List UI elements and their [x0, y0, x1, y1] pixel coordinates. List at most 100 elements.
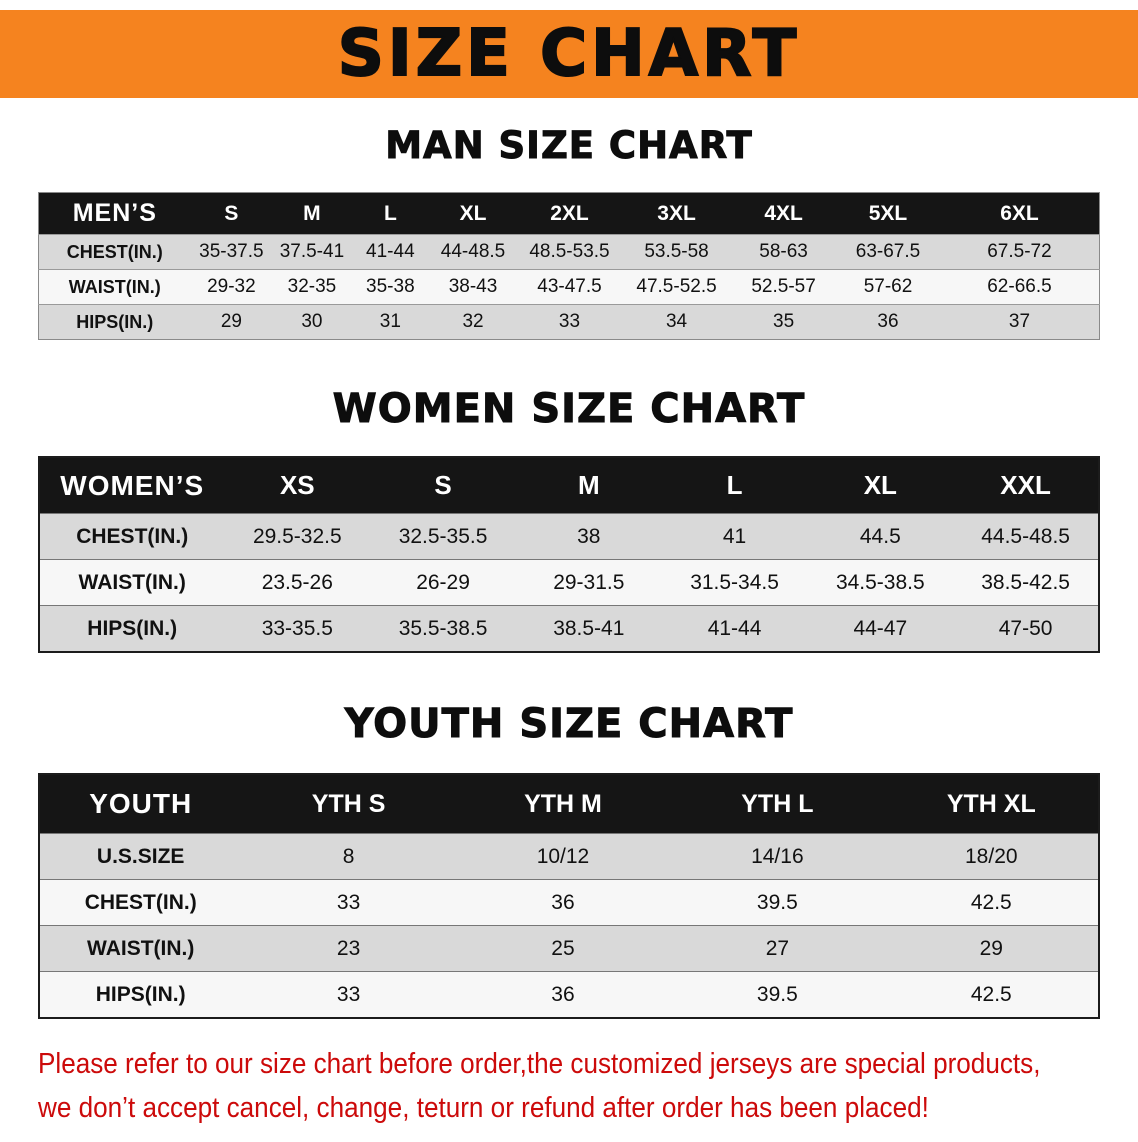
- table-title-cell: YOUTH: [39, 774, 242, 834]
- value-cell: 29-32: [207, 276, 256, 297]
- value-cell: 10/12: [536, 844, 590, 868]
- value-cell: 14/16: [751, 844, 804, 868]
- value-cell: 32: [462, 311, 484, 332]
- value-cell: 44.5: [859, 524, 901, 548]
- value-cell: 47-50: [998, 616, 1053, 640]
- value-cell: 37.5-41: [279, 241, 345, 262]
- row-label-cell: WAIST(IN.): [78, 570, 186, 594]
- value-cell: 26-29: [416, 570, 470, 594]
- youth-section-heading: YOUTH SIZE CHART: [344, 701, 794, 748]
- size-column-header: YTH L: [670, 774, 885, 834]
- value-cell: 36: [551, 890, 575, 914]
- size-column-header: S: [190, 192, 273, 235]
- value-cell: 52.5-57: [751, 276, 816, 297]
- size-column-header: 4XL: [731, 192, 837, 235]
- value-cell: 43-47.5: [537, 276, 602, 297]
- value-cell: 25: [551, 936, 575, 960]
- value-cell: 34.5-38.5: [835, 570, 925, 594]
- value-cell: 27: [765, 936, 790, 960]
- value-cell: 33: [336, 982, 361, 1006]
- row-label-cell: HIPS(IN.): [95, 982, 186, 1006]
- size-column-header: XXL: [953, 457, 1099, 514]
- row-label-cell: HIPS(IN.): [76, 311, 154, 332]
- men-section: MAN SIZE CHART MEN’S S M L XL 2XL 3XL 4XL 5XL 6XL…: [0, 124, 1138, 340]
- measurement-row: CHEST(IN.) 33 36 39.5 42.5: [39, 879, 1099, 926]
- size-column-header: 5XL: [836, 192, 940, 235]
- header-row: WOMEN’S XS S M L XL XXL: [39, 457, 1099, 514]
- value-cell: 41-44: [707, 616, 762, 640]
- value-cell: 35-38: [366, 276, 415, 297]
- value-cell: 63-67.5: [855, 241, 921, 262]
- value-cell: 39.5: [756, 890, 798, 914]
- value-cell: 33-35.5: [261, 616, 333, 640]
- value-cell: 38.5-41: [553, 616, 625, 640]
- value-cell: 62-66.5: [987, 276, 1052, 297]
- value-cell: 42.5: [970, 890, 1012, 914]
- row-label-cell: CHEST(IN.): [66, 241, 163, 262]
- value-cell: 32-35: [287, 276, 337, 297]
- size-column-header: M: [515, 457, 662, 514]
- row-label-cell: U.S.SIZE: [96, 844, 185, 868]
- size-column-header: L: [661, 457, 808, 514]
- table-title-cell: MEN’S: [38, 192, 191, 235]
- measurement-row: WAIST(IN.) 23 25 27 29: [39, 925, 1099, 972]
- row-label-cell: CHEST(IN.): [84, 890, 197, 914]
- banner: SIZE CHART: [0, 10, 1138, 98]
- measurement-row: CHEST(IN.) 29.5-32.5 32.5-35.5 38 41 44.5 44.5…: [39, 513, 1099, 560]
- value-cell: 29: [220, 311, 242, 332]
- value-cell: 38-43: [448, 276, 498, 297]
- value-cell: 30: [301, 311, 323, 332]
- measurement-row: CHEST(IN.) 35-37.5 37.5-41 41-44 44-48.5 48.5…: [38, 234, 1100, 270]
- size-column-header: M: [272, 192, 352, 235]
- value-cell: 29-31.5: [553, 570, 625, 594]
- value-cell: 35: [773, 311, 795, 332]
- measurement-row: HIPS(IN.) 33 36 39.5 42.5: [39, 971, 1099, 1018]
- size-column-header: L: [351, 192, 430, 235]
- value-cell: 32.5-35.5: [398, 524, 488, 548]
- size-chart-page: SIZE CHART MAN SIZE CHART MEN’S S M L XL 2XL 3…: [0, 10, 1138, 1130]
- value-cell: 44-48.5: [440, 241, 506, 262]
- value-cell: 34: [665, 311, 688, 332]
- table-title-cell: WOMEN’S: [39, 457, 225, 514]
- value-cell: 18/20: [965, 844, 1018, 868]
- value-cell: 31: [379, 311, 401, 332]
- value-cell: 29: [979, 936, 1003, 960]
- header-row: MEN’S S M L XL 2XL 3XL 4XL 5XL 6XL: [38, 192, 1100, 235]
- size-column-header: XS: [224, 457, 371, 514]
- women-section-heading: WOMEN SIZE CHART: [332, 386, 806, 433]
- row-label-cell: WAIST(IN.): [68, 276, 161, 297]
- men-size-table: MEN’S S M L XL 2XL 3XL 4XL 5XL 6XL CHEST(IN.) 35-37…: [38, 192, 1100, 340]
- value-cell: 37: [1008, 311, 1031, 332]
- row-label-cell: HIPS(IN.): [87, 616, 178, 640]
- size-column-header: XL: [807, 457, 954, 514]
- youth-section: YOUTH SIZE CHART YOUTH YTH S YTH M YTH L YTH…: [0, 701, 1138, 1019]
- value-cell: 57-62: [863, 276, 913, 297]
- measurement-row: WAIST(IN.) 29-32 32-35 35-38 38-43 43-47.5 47.…: [38, 269, 1100, 305]
- size-column-header: XL: [429, 192, 518, 235]
- row-label-cell: CHEST(IN.): [76, 524, 189, 548]
- page-title: SIZE CHART: [337, 16, 801, 92]
- value-cell: 67.5-72: [987, 241, 1052, 262]
- size-column-header: YTH XL: [884, 774, 1099, 834]
- value-cell: 41-44: [366, 241, 415, 262]
- value-cell: 39.5: [756, 982, 798, 1006]
- measurement-row: U.S.SIZE 8 10/12 14/16 18/20: [39, 833, 1099, 880]
- note-line-2: we don’t accept cancel, change, teturn o…: [38, 1091, 929, 1124]
- value-cell: 42.5: [970, 982, 1012, 1006]
- measurement-row: HIPS(IN.) 33-35.5 35.5-38.5 38.5-41 41-44 44-…: [39, 605, 1099, 652]
- value-cell: 36: [877, 311, 899, 332]
- value-cell: 36: [551, 982, 575, 1006]
- header-row: YOUTH YTH S YTH M YTH L YTH XL: [39, 774, 1099, 834]
- value-cell: 33: [558, 311, 581, 332]
- value-cell: 58-63: [759, 241, 808, 262]
- size-column-header: 2XL: [517, 192, 622, 235]
- youth-size-table: YOUTH YTH S YTH M YTH L YTH XL U.S.SIZE 8 10/12…: [38, 773, 1100, 1019]
- size-column-header: YTH M: [455, 774, 671, 834]
- value-cell: 35.5-38.5: [398, 616, 488, 640]
- value-cell: 47.5-52.5: [636, 276, 717, 297]
- value-cell: 41: [722, 524, 747, 548]
- order-disclaimer-note: Please refer to our size chart before or…: [38, 1043, 1118, 1130]
- note-line-1: Please refer to our size chart before or…: [38, 1048, 1041, 1080]
- value-cell: 33: [336, 890, 361, 914]
- value-cell: 23.5-26: [261, 570, 333, 594]
